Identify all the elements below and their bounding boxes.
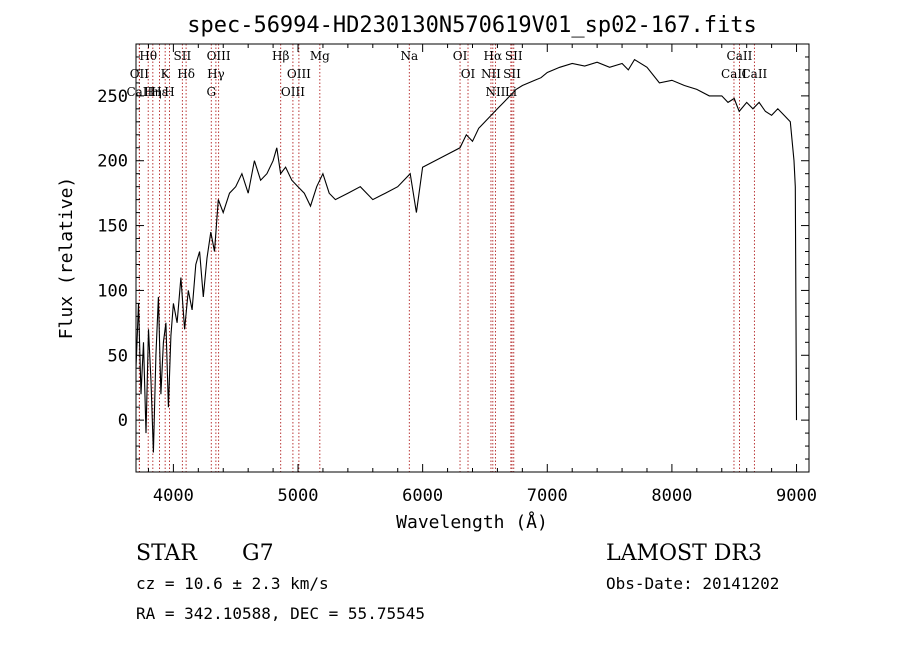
line-marker-label: Hβ: [272, 49, 289, 63]
line-marker-label: Na: [400, 49, 418, 63]
line-marker-label: Mg: [310, 49, 330, 63]
chart-title: spec-56994-HD230130N570619V01_sp02-167.f…: [187, 13, 757, 38]
coordinates: RA = 342.10588, DEC = 55.75545: [136, 604, 425, 623]
cz-value: cz = 10.6 ± 2.3 km/s: [136, 574, 329, 593]
line-marker-label: H: [164, 85, 174, 99]
line-marker-label: Hδ: [177, 67, 195, 81]
x-tick-label: 8000: [651, 486, 692, 506]
x-tick-label: 4000: [153, 486, 194, 506]
line-marker-label: SII: [503, 67, 521, 81]
line-marker-label: Hη: [144, 85, 162, 99]
line-marker-label: OI: [453, 49, 468, 63]
line-marker-label: Hγ: [207, 67, 225, 81]
x-axis-ticks: 4000 5000 6000 7000 8000 9000: [147, 44, 817, 506]
line-marker-label: Hα: [484, 49, 503, 63]
y-axis-label: Flux (relative): [56, 177, 77, 340]
line-marker-label: Hε: [151, 85, 168, 99]
line-marker-label: Li: [505, 85, 517, 99]
y-axis-ticks: 0 50 100 150 200 250: [97, 56, 809, 460]
line-marker-label: OII: [130, 67, 150, 81]
y-tick-label: 200: [97, 152, 128, 172]
y-tick-label: 250: [97, 87, 128, 107]
line-marker-label: K: [161, 67, 171, 81]
survey-name: LAMOST DR3: [606, 541, 762, 566]
obs-date: Obs-Date: 20141202: [606, 574, 779, 593]
line-marker-label: OIII: [207, 49, 231, 63]
object-class: STAR: [136, 541, 198, 566]
line-marker-label: CaII: [126, 85, 152, 99]
line-marker-label: CaII: [721, 67, 747, 81]
x-tick-label: 6000: [402, 486, 443, 506]
line-marker-label: NII: [485, 85, 505, 99]
y-tick-label: 50: [108, 346, 128, 366]
y-tick-label: 100: [97, 281, 128, 301]
line-marker-label: CaII: [727, 49, 753, 63]
line-marker-label: NII: [481, 67, 501, 81]
x-axis-label: Wavelength (Å): [396, 511, 548, 533]
line-marker-label: SII: [505, 49, 523, 63]
line-marker-label: OIII: [281, 85, 305, 99]
y-tick-label: 150: [97, 217, 128, 237]
spectral-line-markers: [138, 44, 755, 472]
y-tick-label: 0: [118, 411, 128, 431]
line-marker-label: SII: [174, 49, 192, 63]
spectrum-line: [135, 58, 798, 453]
x-tick-label: 9000: [776, 486, 817, 506]
line-marker-label: CaII: [741, 67, 767, 81]
line-marker-label: G: [206, 85, 216, 99]
x-tick-label: 5000: [278, 486, 319, 506]
x-tick-label: 7000: [527, 486, 568, 506]
line-marker-label: OIII: [287, 67, 311, 81]
line-marker-label: Hθ: [139, 49, 157, 63]
line-marker-label: OI: [461, 67, 476, 81]
subclass: G7: [242, 541, 274, 566]
plot-frame: [135, 43, 810, 473]
